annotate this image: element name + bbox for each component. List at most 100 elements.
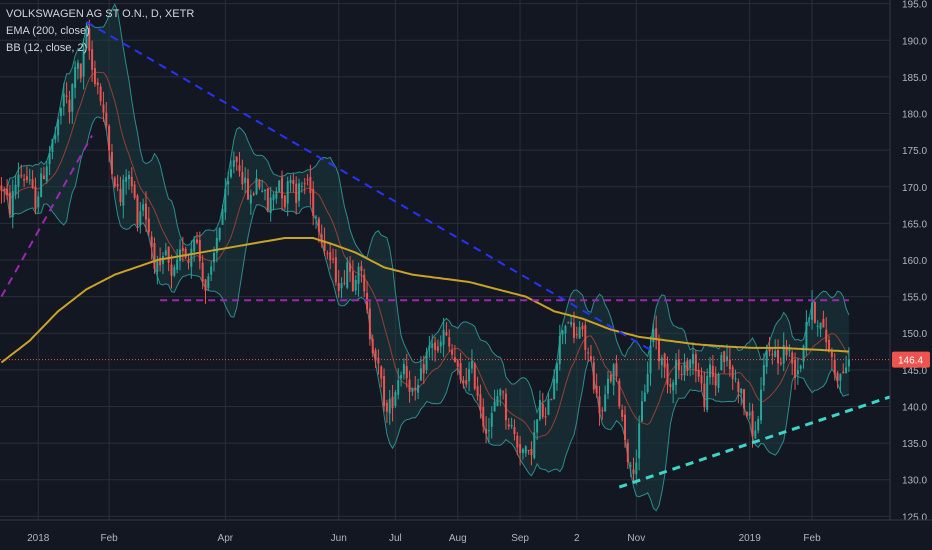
bb-indicator-label[interactable]: BB (12, close, 2)	[6, 42, 88, 54]
candle-body	[173, 267, 176, 276]
candle-body	[660, 357, 663, 366]
candle-body	[524, 446, 527, 454]
bollinger-band-fill	[1, 4, 849, 511]
candle-body	[578, 327, 581, 339]
candle	[643, 384, 646, 403]
candle	[638, 415, 641, 471]
candle	[686, 357, 689, 376]
candle	[703, 371, 706, 412]
time-tick-label: 2	[574, 533, 580, 544]
candle-body	[303, 183, 306, 185]
candle-body	[224, 188, 227, 213]
candle	[726, 344, 729, 367]
candle-body	[731, 367, 734, 379]
candle	[113, 176, 116, 189]
candle-body	[320, 234, 323, 244]
candle-body	[643, 392, 646, 402]
candle-body	[612, 364, 615, 386]
candle	[502, 390, 505, 400]
candle-body	[57, 119, 60, 136]
candle	[431, 334, 434, 361]
candle-body	[20, 175, 23, 177]
candle	[164, 242, 167, 257]
candle-body	[714, 374, 717, 386]
candle-body	[227, 181, 230, 185]
candle-body	[808, 317, 811, 320]
candle-body	[306, 179, 309, 181]
candle-body	[315, 216, 318, 218]
candle-body	[383, 376, 386, 407]
candle	[561, 329, 564, 345]
candle	[173, 264, 176, 278]
candle-body	[213, 253, 215, 263]
candle	[278, 179, 281, 193]
candlestick-series	[0, 19, 850, 485]
candle-body	[626, 442, 629, 463]
candle-body	[839, 374, 842, 381]
candle-body	[468, 368, 471, 382]
candle	[14, 175, 17, 200]
candle	[269, 186, 272, 222]
candle-body	[244, 177, 247, 184]
symbol-title[interactable]: VOLKSWAGEN AG ST O.N., D, XETR	[6, 8, 195, 20]
candle	[663, 352, 666, 379]
candle-body	[516, 435, 519, 448]
candle	[754, 421, 757, 440]
candle	[731, 364, 734, 391]
time-tick-label: Jul	[389, 533, 402, 544]
candle-body	[754, 430, 757, 439]
candle	[244, 167, 247, 194]
candle-body	[363, 274, 366, 292]
candle	[383, 368, 386, 412]
candle-body	[340, 283, 343, 289]
candle-body	[465, 379, 468, 385]
candle-body	[119, 188, 122, 202]
candle	[524, 445, 527, 457]
time-axis-background	[0, 520, 932, 550]
time-tick-label: Aug	[449, 533, 467, 544]
candle-body	[496, 395, 499, 406]
candle-body	[31, 179, 34, 188]
candle-body	[717, 373, 720, 388]
candle	[791, 350, 794, 376]
candle-body	[40, 173, 43, 198]
candle-body	[425, 352, 428, 370]
candle	[11, 179, 14, 229]
candle	[595, 373, 598, 398]
candle-body	[507, 424, 510, 427]
candle	[88, 19, 91, 60]
candle-body	[567, 322, 570, 324]
candle	[354, 275, 357, 295]
candle	[777, 339, 780, 375]
candle	[448, 329, 451, 352]
candle	[346, 257, 349, 290]
candle-body	[499, 389, 502, 396]
candle	[195, 231, 198, 245]
candle	[201, 255, 204, 290]
candle	[153, 237, 156, 274]
candle	[144, 191, 147, 232]
candle	[286, 176, 289, 217]
candle	[272, 191, 275, 211]
candle	[567, 321, 570, 324]
candle-body	[292, 179, 295, 185]
candle-body	[813, 302, 816, 323]
candle-body	[54, 135, 57, 140]
candle-body	[453, 357, 456, 362]
candle-body	[490, 413, 493, 427]
candle-body	[79, 63, 82, 79]
candle	[28, 168, 31, 185]
candle-body	[204, 279, 207, 291]
candle	[394, 389, 397, 409]
ema-indicator-label[interactable]: EMA (200, close)	[6, 25, 90, 37]
candle-body	[8, 192, 11, 215]
candle-body	[646, 374, 649, 392]
candle-body	[371, 338, 374, 354]
candle	[692, 342, 695, 375]
candle	[782, 332, 785, 372]
candle-body	[159, 257, 162, 266]
candle-body	[76, 62, 79, 69]
candle-body	[400, 375, 403, 379]
price-tick-label: 175.0	[902, 146, 927, 157]
